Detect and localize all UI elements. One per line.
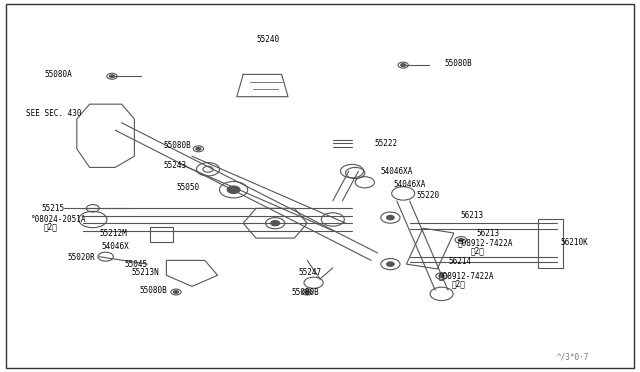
Text: 55080A: 55080A [45, 70, 72, 79]
Text: °08024-2051A: °08024-2051A [31, 215, 86, 224]
Text: 56213: 56213 [477, 229, 500, 238]
Circle shape [387, 262, 394, 266]
Text: 55020R: 55020R [67, 253, 95, 262]
Circle shape [387, 215, 394, 220]
Bar [538, 219, 563, 268]
Circle shape [196, 147, 201, 150]
Text: ^/3*0·7: ^/3*0·7 [557, 353, 589, 362]
Text: 55080B: 55080B [291, 288, 319, 297]
Text: 55050: 55050 [176, 183, 199, 192]
Text: （2）: （2） [451, 280, 465, 289]
Text: 56213: 56213 [461, 211, 484, 220]
Text: 55243: 55243 [163, 161, 186, 170]
Text: 55080B: 55080B [140, 286, 167, 295]
Text: 55045: 55045 [125, 260, 148, 269]
Text: 55213N: 55213N [131, 268, 159, 277]
Circle shape [109, 75, 115, 78]
Text: Ⓞ08912-7422A: Ⓞ08912-7422A [458, 238, 513, 247]
Circle shape [305, 291, 310, 294]
Text: （2）: （2） [470, 247, 484, 256]
Text: 55212M: 55212M [99, 229, 127, 238]
Text: 55080B: 55080B [445, 59, 472, 68]
Text: 55222: 55222 [374, 139, 397, 148]
Circle shape [401, 64, 406, 67]
Circle shape [439, 275, 444, 278]
Text: 55220: 55220 [416, 191, 439, 200]
Circle shape [227, 186, 240, 193]
Text: 54046X: 54046X [101, 242, 129, 251]
Text: Ⓞ08912-7422A: Ⓞ08912-7422A [438, 272, 494, 280]
Text: 54046XA: 54046XA [394, 180, 426, 189]
Circle shape [271, 221, 280, 226]
Bar [406, 228, 454, 269]
Text: 55080B: 55080B [163, 141, 191, 150]
Circle shape [458, 238, 463, 241]
Text: 55215: 55215 [42, 204, 65, 213]
Text: 55247: 55247 [299, 268, 322, 277]
Text: 56214: 56214 [448, 257, 471, 266]
Text: SEE SEC. 430: SEE SEC. 430 [26, 109, 81, 118]
Text: （2）: （2） [44, 222, 58, 231]
Circle shape [173, 291, 179, 294]
Text: 56210K: 56210K [560, 238, 588, 247]
Text: 54046XA: 54046XA [381, 167, 413, 176]
Text: 55240: 55240 [256, 35, 279, 44]
